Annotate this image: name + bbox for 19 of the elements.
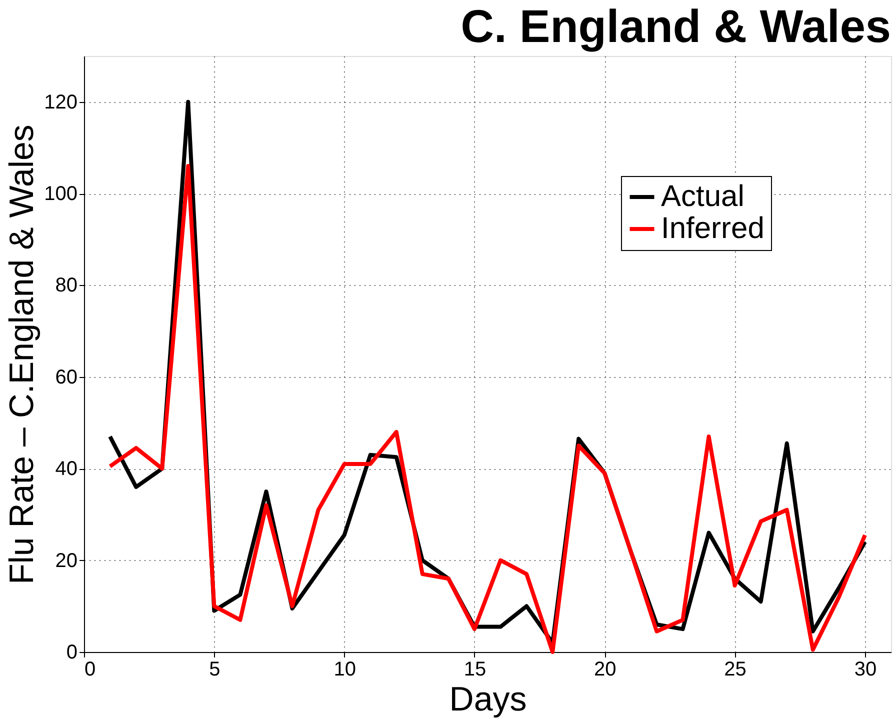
x-tick-label: 20: [594, 658, 616, 680]
x-axis-title: Days: [449, 680, 527, 718]
y-tick-label: 60: [55, 366, 78, 388]
y-tick-label: 100: [44, 183, 78, 206]
y-tick-label: 20: [55, 550, 78, 572]
x-tick-label: 10: [334, 658, 356, 680]
x-tick-label: 0: [84, 658, 96, 680]
x-tick-label: 25: [724, 658, 746, 680]
x-tick-label: 5: [209, 658, 220, 680]
y-tick-label: 0: [66, 642, 78, 664]
y-axis-title: Flu Rate – C.England & Wales: [3, 124, 42, 584]
chart-title: C. England & Wales: [460, 0, 891, 52]
y-tick-label: 80: [55, 274, 78, 297]
y-tick-label: 120: [44, 91, 78, 114]
legend-label: Actual: [661, 180, 744, 213]
x-tick-label: 15: [464, 658, 486, 680]
x-tick-label: 30: [854, 658, 877, 680]
y-tick-label: 40: [55, 458, 78, 480]
legend-label: Inferred: [661, 212, 764, 245]
